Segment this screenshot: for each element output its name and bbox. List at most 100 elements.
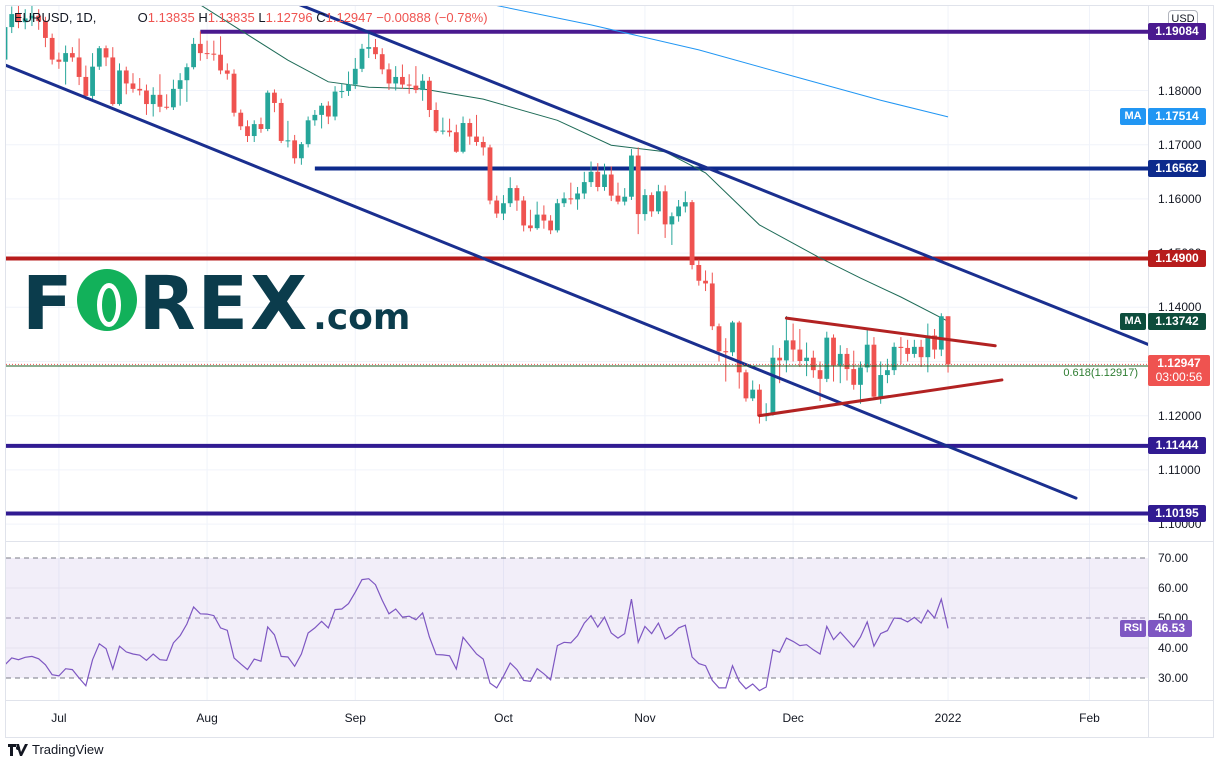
- candle-body: [426, 80, 432, 111]
- candle-body: [298, 144, 304, 159]
- candle-body: [696, 265, 702, 281]
- candle-body: [750, 389, 756, 399]
- candle-body: [669, 216, 675, 225]
- candle-body: [790, 340, 796, 350]
- candle-body: [204, 53, 210, 55]
- candle-body: [76, 57, 82, 77]
- candle-body: [911, 346, 917, 354]
- candle-body: [474, 136, 479, 142]
- bar-countdown: 03:00:56: [1155, 370, 1203, 384]
- rsi-tick-label: 60.00: [1158, 581, 1189, 595]
- candle-body: [703, 280, 708, 284]
- candle-body: [689, 202, 695, 266]
- time-tick-label: Nov: [634, 711, 656, 725]
- candle-body: [851, 369, 857, 385]
- candle-body: [501, 203, 506, 214]
- candle-body: [804, 357, 809, 361]
- candle-body: [90, 66, 95, 96]
- candle-body: [346, 84, 351, 92]
- time-tick-label: Jul: [51, 711, 67, 725]
- level-price-label: 1.16562: [1148, 159, 1206, 177]
- candle-body: [6, 27, 8, 60]
- candle-body: [622, 196, 628, 202]
- candle-body: [103, 48, 109, 58]
- current-price-value: 1.12947: [1157, 356, 1201, 370]
- candle-body: [238, 112, 244, 127]
- candle-body: [730, 322, 735, 353]
- candle-body: [231, 73, 237, 113]
- horizontal-levels: [6, 29, 1148, 516]
- price-pane[interactable]: [3, 0, 1151, 516]
- candle-body: [211, 53, 217, 55]
- price-tick-label: 1.11000: [1158, 462, 1201, 477]
- candle-body: [554, 203, 560, 231]
- candle-body: [757, 389, 762, 417]
- candle-body: [871, 344, 877, 397]
- time-tick-label: Aug: [196, 711, 218, 725]
- candle-body: [615, 195, 621, 202]
- candle-body: [676, 206, 681, 217]
- candle-body: [386, 69, 392, 84]
- candle-body: [682, 202, 688, 207]
- candle-body: [723, 351, 729, 353]
- candle-body: [467, 123, 473, 137]
- candle-body: [366, 47, 372, 49]
- candle-body: [224, 70, 230, 74]
- candle-body: [440, 130, 446, 132]
- candle-body: [898, 346, 904, 348]
- close-label: C: [316, 10, 326, 25]
- symbol-interval[interactable]: EURUSD, 1D,: [14, 10, 97, 25]
- candle-body: [123, 70, 129, 84]
- candle-body: [918, 346, 924, 358]
- candle-body: [541, 214, 547, 221]
- rsi-tick-label: 70.00: [1158, 551, 1189, 565]
- close-value: 1.12947: [325, 10, 373, 25]
- level-price-label: 1.11444: [1148, 437, 1206, 455]
- candle-body: [245, 126, 250, 137]
- candle-body: [494, 200, 500, 214]
- tradingview-footer[interactable]: TradingView: [8, 742, 104, 757]
- logo-letter: F: [22, 261, 75, 347]
- candle-body: [352, 68, 358, 85]
- forex-logo-watermark: F REX .com: [22, 267, 410, 341]
- candle-body: [561, 198, 567, 204]
- candle-body: [858, 367, 863, 385]
- legend-header[interactable]: EURUSD, 1D, O1.13835 H1.13835 L1.12796 C…: [14, 10, 488, 25]
- candle-body: [406, 84, 412, 86]
- fib-level-label: 0.618(1.12917): [1063, 367, 1138, 379]
- time-tick-label: 2022: [934, 711, 962, 725]
- candle-body: [177, 80, 183, 89]
- time-tick-label: Feb: [1079, 711, 1100, 725]
- price-tick-label: 1.12000: [1158, 408, 1202, 423]
- candle-body: [49, 37, 55, 60]
- time-tick-label: Dec: [782, 711, 804, 725]
- level-price-label: 1.10195: [1148, 505, 1206, 523]
- candle-body: [447, 130, 452, 133]
- candle-body: [568, 198, 574, 200]
- candle-body: [487, 147, 493, 201]
- candle-body: [642, 195, 648, 215]
- ma-value-label: 1.17514: [1148, 108, 1206, 126]
- level-price-label: 1.19084: [1148, 23, 1206, 41]
- candle-body: [777, 357, 783, 361]
- candle-body: [9, 14, 15, 28]
- tradingview-brand: TradingView: [32, 742, 104, 757]
- candle-body: [716, 326, 722, 352]
- candle-body: [797, 349, 803, 361]
- current-price-label: 1.12947 03:00:56: [1148, 355, 1210, 386]
- candle-body: [891, 346, 897, 371]
- price-tick-label: 1.17000: [1158, 137, 1202, 152]
- candle-body: [265, 92, 271, 129]
- candle-body: [864, 344, 870, 368]
- candle-body: [312, 114, 318, 121]
- candle-body: [16, 14, 21, 23]
- candle-body: [602, 174, 607, 187]
- open-label: O: [137, 10, 148, 25]
- rsi-pane[interactable]: [5, 557, 1148, 692]
- candle-body: [393, 76, 399, 84]
- price-tick-label: 1.14000: [1158, 300, 1202, 315]
- rsi-tick-label: 30.00: [1158, 671, 1189, 685]
- candle-body: [150, 94, 156, 105]
- candle-body: [319, 105, 324, 115]
